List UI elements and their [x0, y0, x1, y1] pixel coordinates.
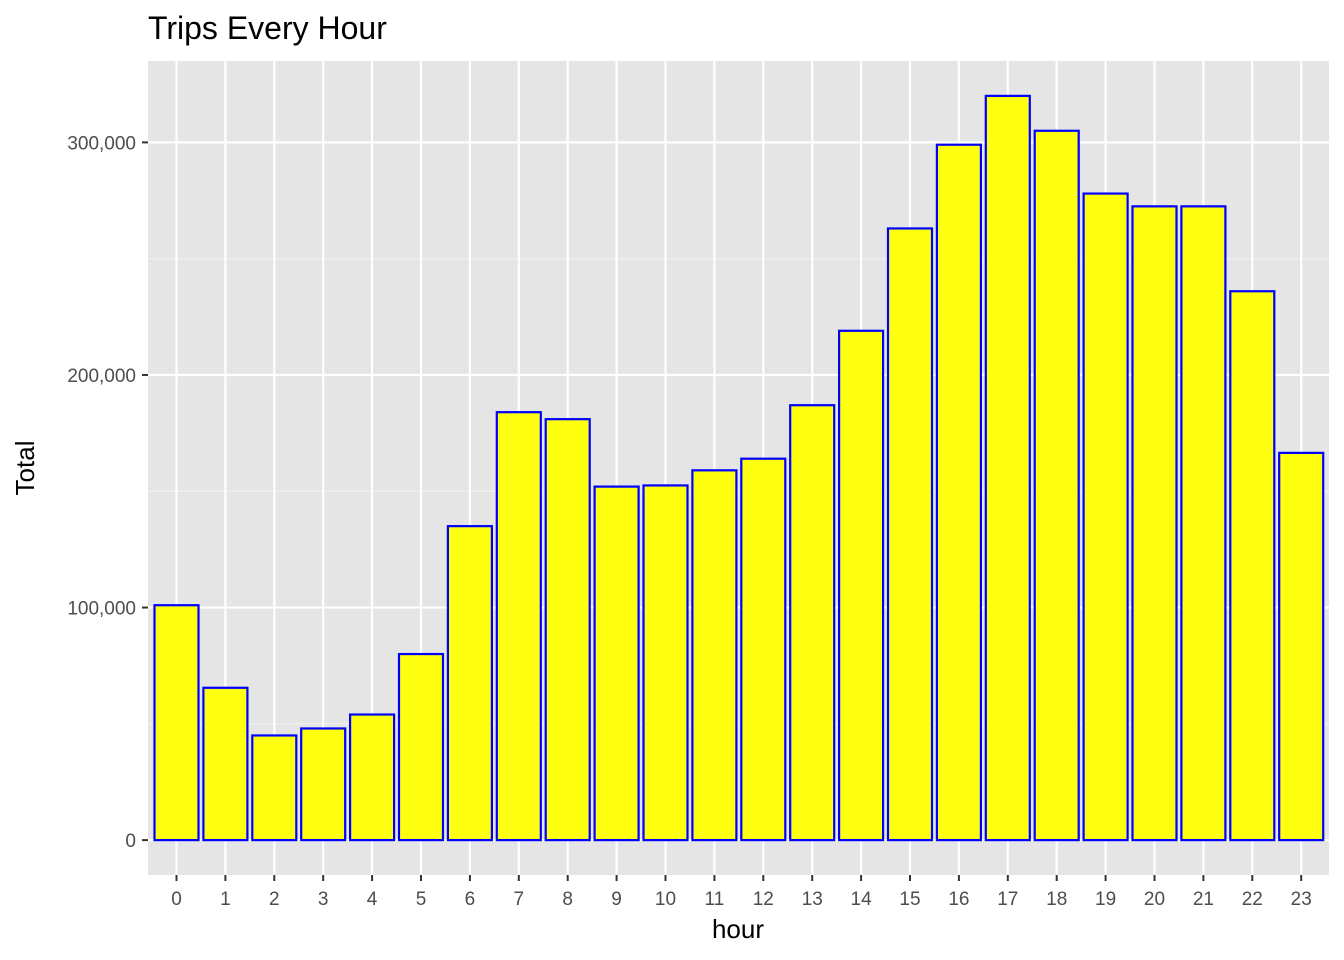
bar-hour-17: [984, 94, 1031, 842]
bar-hour-15: [886, 227, 934, 842]
bar-hour-2: [251, 734, 298, 842]
bar-hour-9: [593, 485, 640, 842]
bar-hour-21: [1180, 205, 1227, 842]
y-tick-label: 100,000: [67, 599, 136, 620]
y-tick-label: 0: [125, 831, 136, 852]
bar-hour-0: [153, 604, 200, 842]
x-axis-title: hour: [712, 914, 764, 944]
bar-hour-14: [837, 329, 885, 842]
x-tick-label: 22: [1242, 889, 1263, 910]
bar-hour-11: [691, 469, 738, 842]
bar-hour-13: [789, 404, 836, 842]
y-tick-label: 200,000: [67, 366, 136, 387]
x-tick-label: 8: [562, 889, 573, 910]
bar-hour-12: [740, 457, 787, 842]
x-tick-label: 15: [899, 889, 920, 910]
bar-hour-19: [1082, 192, 1129, 842]
bar-hour-6: [446, 525, 493, 842]
bar-hour-23: [1278, 451, 1325, 842]
x-tick-label: 7: [514, 889, 525, 910]
bar-hour-22: [1229, 290, 1276, 842]
x-tick-label: 9: [611, 889, 622, 910]
bar-hour-7: [495, 411, 542, 842]
x-tick-label: 4: [367, 889, 378, 910]
x-tick-label: 12: [753, 889, 774, 910]
bar-hour-5: [397, 652, 445, 842]
y-axis-title: Total: [10, 441, 40, 496]
x-tick-label: 2: [269, 889, 280, 910]
x-tick-label: 16: [948, 889, 969, 910]
chart-title: Trips Every Hour: [148, 10, 387, 46]
x-tick-label: 5: [416, 889, 427, 910]
bar-hour-3: [300, 727, 347, 842]
x-tick-label: 0: [171, 889, 182, 910]
bar-hour-20: [1131, 205, 1178, 842]
x-axis: 0 1 2 3 4 5 6 7 8 9 10 11 12 13 14 15 16 17 18 19 20 21 22 23: [171, 875, 1312, 910]
bar-hour-8: [544, 418, 591, 842]
bar-hour-18: [1033, 129, 1080, 842]
x-tick-label: 3: [318, 889, 329, 910]
x-tick-label: 19: [1095, 889, 1116, 910]
bar-hour-16: [935, 143, 983, 842]
x-tick-label: 18: [1046, 889, 1067, 910]
x-tick-label: 1: [220, 889, 231, 910]
y-tick-label: 300,000: [67, 133, 136, 154]
y-axis: 0 100,000 200,000 300,000: [67, 133, 148, 852]
x-tick-label: 20: [1144, 889, 1165, 910]
x-tick-label: 6: [465, 889, 476, 910]
x-tick-label: 21: [1193, 889, 1214, 910]
bar-hour-1: [202, 686, 249, 842]
x-tick-label: 17: [997, 889, 1018, 910]
x-tick-label: 10: [655, 889, 676, 910]
x-tick-label: 14: [851, 889, 873, 910]
bar-hour-10: [642, 484, 689, 842]
x-tick-label: 11: [705, 889, 725, 910]
x-tick-label: 13: [802, 889, 823, 910]
bar-series: [153, 94, 1325, 842]
bar-hour-4: [349, 713, 396, 842]
x-tick-label: 23: [1291, 889, 1312, 910]
